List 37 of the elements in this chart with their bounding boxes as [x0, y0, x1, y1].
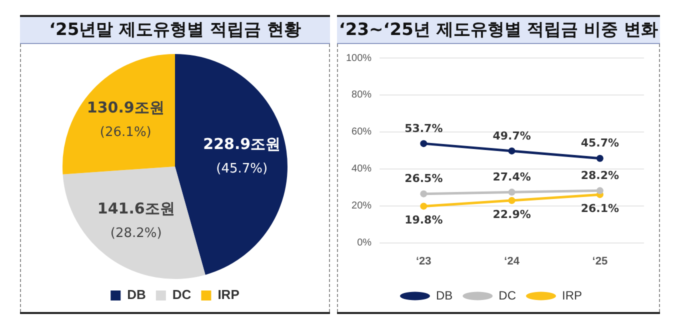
- point: [508, 196, 516, 204]
- data-label: 228.9조원 (45.7%): [203, 135, 281, 177]
- data-label: 27.4%: [492, 170, 531, 184]
- data-label: 26.5%: [404, 172, 443, 186]
- data-label: 45.7%: [580, 136, 620, 150]
- legend-label: IRP: [562, 288, 582, 302]
- x-tick-label: ‘24: [504, 255, 520, 268]
- data-label: 26.1%: [580, 202, 620, 215]
- point: [508, 188, 516, 196]
- data-label: 49.7%: [492, 129, 531, 142]
- chart-title: ‘23~‘25년 제도유형별 적립금 비중 변화: [337, 17, 660, 44]
- legend-label: DB: [127, 287, 146, 302]
- data-label: 53.7%: [404, 122, 443, 135]
- data-label: 19.8%: [404, 214, 443, 227]
- legend-label: DC: [172, 287, 192, 302]
- chart-title: ‘25년말 제도유형별 적립금 현황: [20, 17, 330, 44]
- point: [596, 154, 604, 162]
- y-tick-label: 40%: [352, 164, 372, 175]
- x-tick-label: ‘23: [416, 255, 432, 268]
- point: [596, 187, 604, 194]
- y-tick-label: 60%: [352, 126, 372, 138]
- data-label: 28.2%: [580, 169, 620, 182]
- point: [420, 202, 428, 210]
- legend-label: DC: [498, 288, 516, 302]
- point: [508, 147, 516, 154]
- point: [420, 190, 428, 198]
- y-tick-label: 0%: [357, 238, 372, 249]
- x-tick-label: ‘25: [592, 255, 608, 268]
- y-tick-label: 100%: [346, 52, 372, 64]
- data-label: 141.6조원 (28.2%): [97, 200, 175, 242]
- data-label: 22.9%: [492, 208, 531, 221]
- y-tick-label: 20%: [352, 200, 372, 212]
- legend-label: IRP: [218, 287, 240, 302]
- point: [420, 140, 428, 148]
- data-label: 130.9조원 (26.1%): [86, 98, 164, 140]
- legend-label: DB: [436, 288, 453, 302]
- y-tick-label: 80%: [352, 90, 372, 101]
